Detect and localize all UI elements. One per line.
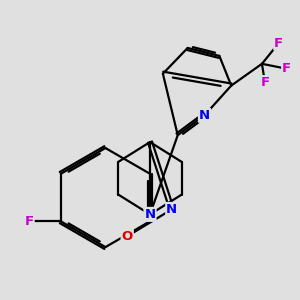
Text: N: N xyxy=(144,208,156,221)
Text: F: F xyxy=(260,76,269,89)
Text: O: O xyxy=(122,230,133,243)
Text: N: N xyxy=(199,109,210,122)
Text: F: F xyxy=(274,37,283,50)
Text: F: F xyxy=(282,62,291,75)
Text: F: F xyxy=(25,215,34,228)
Text: N: N xyxy=(166,203,177,216)
